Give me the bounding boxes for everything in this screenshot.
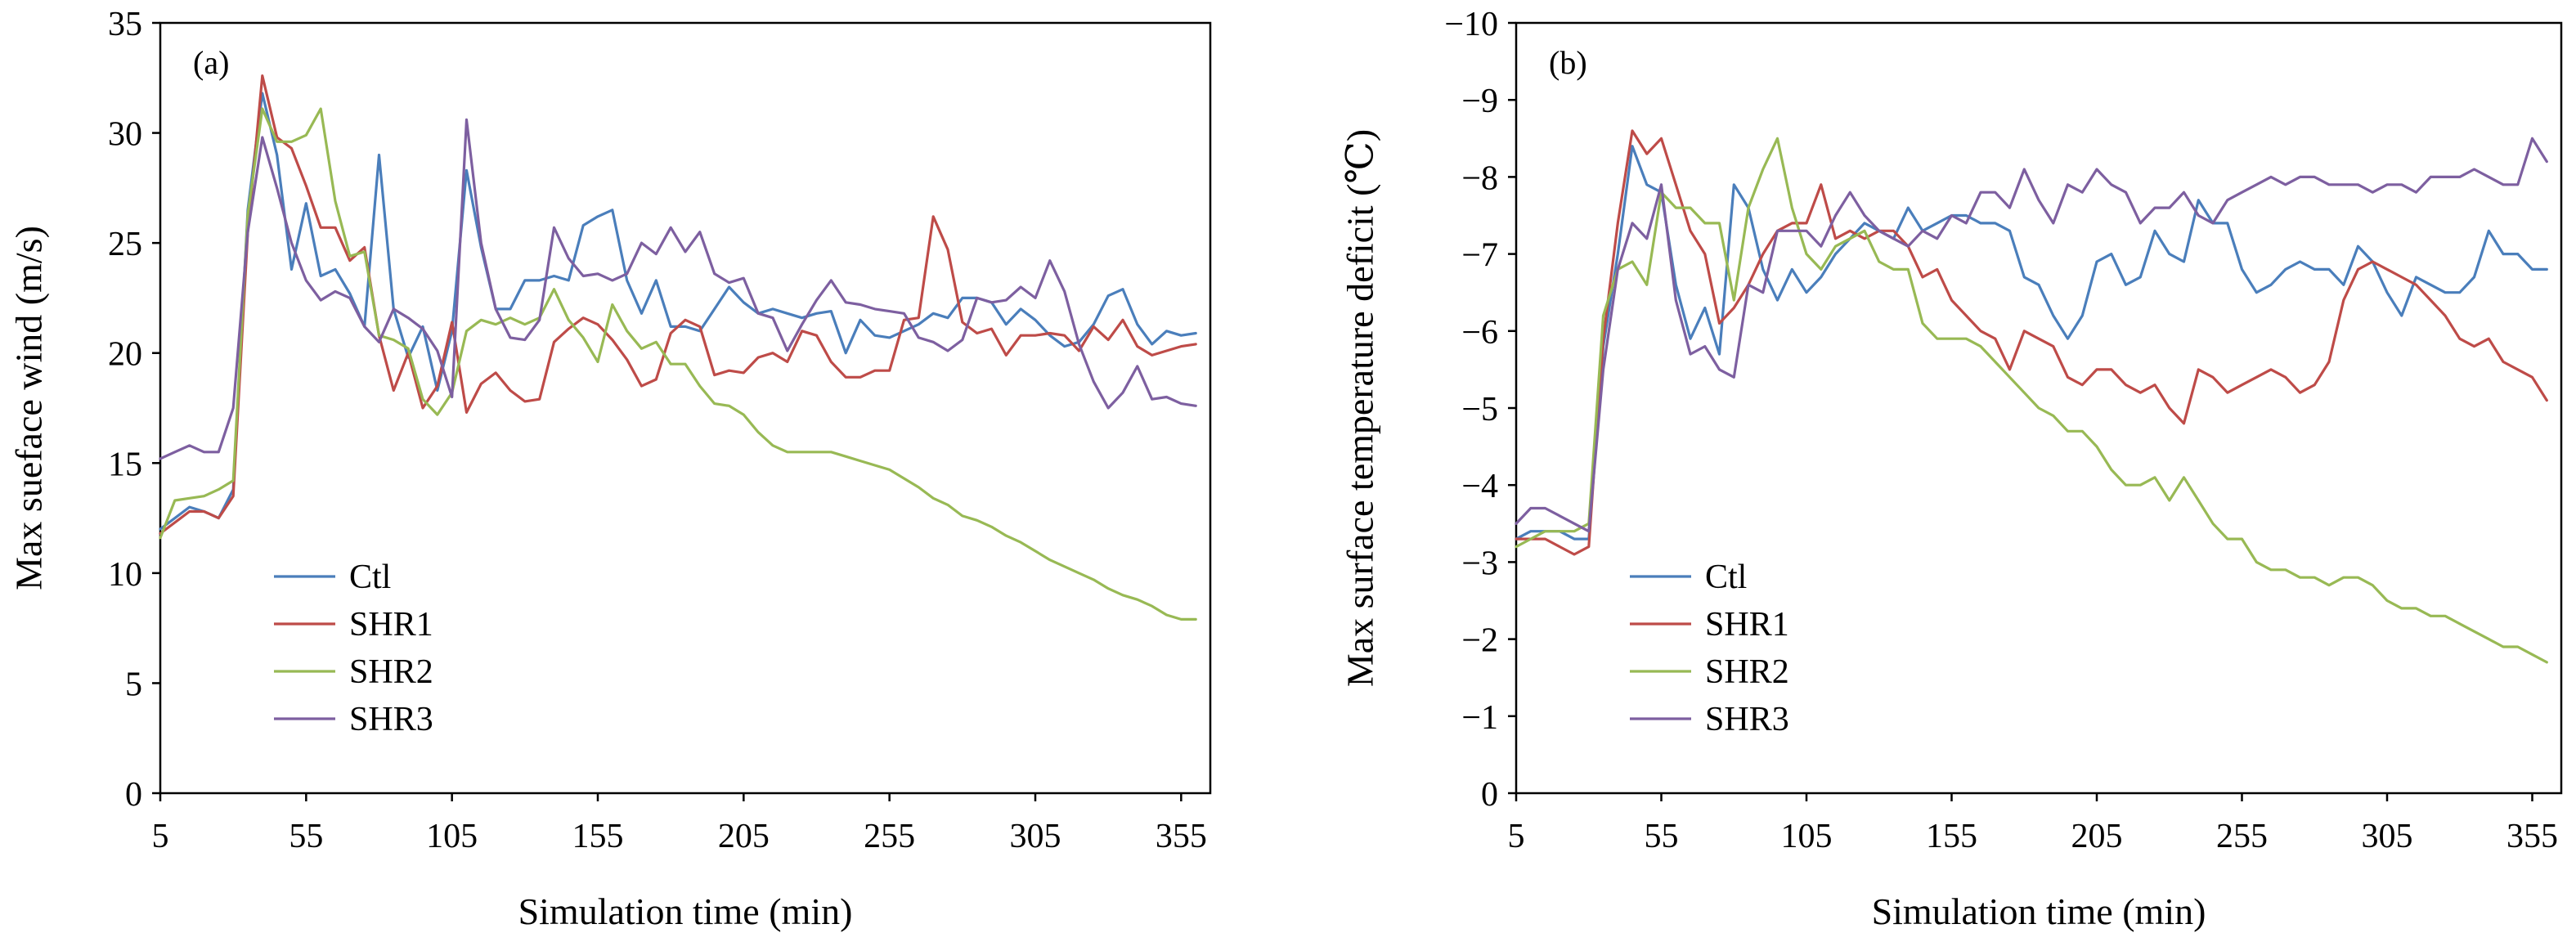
x-tick-label: 155 xyxy=(572,818,624,855)
series-line-shr1 xyxy=(159,74,1197,536)
y-tick-label: 0 xyxy=(1481,776,1498,814)
legend-label-ctl: Ctl xyxy=(1705,558,1747,596)
legend-label-shr3: SHR3 xyxy=(349,701,433,738)
x-tick-label: 5 xyxy=(152,818,169,855)
y-tick-label: −2 xyxy=(1461,622,1498,660)
y-tick-label: 25 xyxy=(108,226,142,263)
y-tick-label: 0 xyxy=(125,776,142,814)
plot-frame xyxy=(159,21,1212,795)
series-line-shr2 xyxy=(159,107,1197,621)
y-tick-label: −3 xyxy=(1461,545,1498,582)
y-tick-label: 20 xyxy=(108,336,142,374)
x-tick-label: 205 xyxy=(2071,818,2123,855)
y-tick-label: −8 xyxy=(1461,159,1498,197)
series-line-ctl xyxy=(1515,145,2548,541)
y-tick-label: 5 xyxy=(125,666,142,703)
x-tick-label: 255 xyxy=(864,818,915,855)
series-line-shr1 xyxy=(1515,129,2548,556)
legend: Ctl SHR1 SHR2 SHR3 xyxy=(274,558,433,738)
x-tick-label: 355 xyxy=(1156,818,1207,855)
x-tick-label: 105 xyxy=(1781,818,1833,855)
y-axis-title: Max surface temperature deficit (℃) xyxy=(1340,129,1381,687)
y-tick-label: 15 xyxy=(108,446,142,483)
y-tick-label: −10 xyxy=(1444,6,1498,43)
legend: Ctl SHR1 SHR2 SHR3 xyxy=(1630,558,1789,738)
y-tick-label: −7 xyxy=(1461,237,1498,275)
x-tick-label: 255 xyxy=(2216,818,2268,855)
series-line-shr3 xyxy=(159,118,1197,460)
y-tick-label: −9 xyxy=(1461,83,1498,120)
chart-panel-b: 5 55 105 155 205 255 305 3550−1−2−3−4−5−6−7−8−9… xyxy=(1340,6,2563,932)
x-axis-title: Simulation time (min) xyxy=(1872,890,2206,932)
series-line-shr3 xyxy=(1515,137,2548,533)
y-tick-label: −1 xyxy=(1461,699,1498,737)
legend-label-shr2: SHR2 xyxy=(1705,653,1789,691)
y-tick-label: 30 xyxy=(108,116,142,154)
x-tick-label: 355 xyxy=(2506,818,2558,855)
chart-panel-a: 5 55 105 155 205 255 305 35505101520253035Simul… xyxy=(8,6,1212,932)
y-tick-label: −6 xyxy=(1461,314,1498,352)
x-tick-label: 305 xyxy=(1010,818,1061,855)
legend-label-shr3: SHR3 xyxy=(1705,701,1789,738)
y-tick-label: −5 xyxy=(1461,391,1498,428)
panel-label: (b) xyxy=(1549,44,1587,81)
y-tick-label: 10 xyxy=(108,556,142,594)
x-tick-label: 155 xyxy=(1926,818,1977,855)
x-tick-label: 55 xyxy=(1645,818,1679,855)
x-tick-label: 205 xyxy=(718,818,770,855)
legend-label-shr1: SHR1 xyxy=(1705,606,1789,644)
x-tick-label: 5 xyxy=(1508,818,1525,855)
legend-label-shr1: SHR1 xyxy=(349,606,433,644)
x-tick-label: 55 xyxy=(289,818,323,855)
panel-label: (a) xyxy=(193,44,229,81)
legend-label-ctl: Ctl xyxy=(349,558,391,596)
x-tick-label: 105 xyxy=(426,818,478,855)
y-tick-label: 35 xyxy=(108,6,142,43)
x-tick-label: 305 xyxy=(2362,818,2413,855)
series-line-ctl xyxy=(159,92,1197,531)
y-tick-label: −4 xyxy=(1461,468,1498,505)
series-line-shr2 xyxy=(1515,137,2548,664)
y-axis-title: Max sueface wind (m/s) xyxy=(8,226,50,590)
x-axis-title: Simulation time (min) xyxy=(518,890,853,932)
legend-label-shr2: SHR2 xyxy=(349,653,433,691)
